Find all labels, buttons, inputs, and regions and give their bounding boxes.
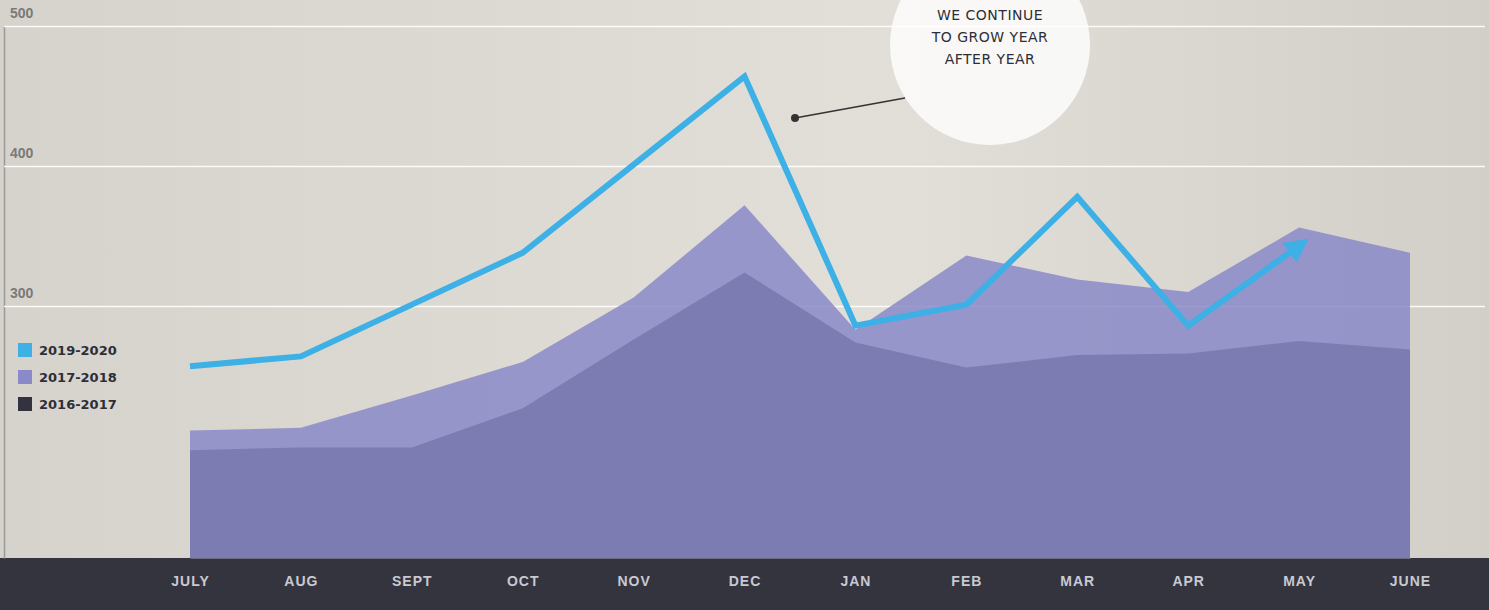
plot-marks (190, 76, 1410, 558)
annotation-line: WE CONTINUE (937, 7, 1043, 23)
y-tick-label: 400 (10, 145, 34, 161)
x-tick-label: AUG (284, 573, 318, 589)
x-tick-label: OCT (507, 573, 540, 589)
x-tick: NOV (617, 558, 650, 589)
x-tick-label: MAY (1283, 573, 1316, 589)
x-tick-label: DEC (729, 573, 762, 589)
legend-label: 2016-2017 (39, 397, 117, 412)
x-tick-label: APR (1172, 573, 1205, 589)
x-tick-label: NOV (617, 573, 650, 589)
x-tick-label: MAR (1060, 573, 1095, 589)
x-tick-label: SEPT (392, 573, 433, 589)
grid-line (4, 166, 1485, 168)
x-tick-label: FEB (951, 573, 982, 589)
annotation-line: TO GROW YEAR (931, 29, 1049, 45)
x-axis: JULY AUG SEPT OCT NOV DEC JAN FEB MAR APR MAY JUNE (171, 558, 1431, 589)
axis-band (0, 558, 1489, 610)
legend-item: 2017-2018 (18, 370, 117, 385)
x-tick: APR (1172, 558, 1205, 589)
x-tick: AUG (284, 558, 318, 589)
x-tick-label: JUNE (1390, 573, 1431, 589)
y-tick-label: 300 (10, 285, 34, 301)
legend-swatch (18, 397, 32, 411)
x-tick: JULY (171, 558, 210, 589)
annotation-dot (791, 114, 799, 122)
legend-label: 2019-2020 (39, 343, 117, 358)
legend-swatch (18, 343, 32, 357)
x-tick: FEB (951, 558, 982, 589)
legend: 2019-2020 2017-2018 2016-2017 (18, 343, 117, 412)
x-tick-label: JULY (171, 573, 210, 589)
annotation-bubble (890, 0, 1090, 145)
annotation: WE CONTINUE TO GROW YEAR AFTER YEAR (791, 0, 1090, 145)
x-tick-label: JAN (840, 573, 871, 589)
x-tick: DEC (729, 558, 762, 589)
x-tick: MAY (1283, 558, 1316, 589)
x-tick: MAR (1060, 558, 1095, 589)
chart: 300 400 500 JULY AUG SEPT OCT NOV DEC JAN FEB MAR AP… (0, 0, 1489, 610)
legend-swatch (18, 370, 32, 384)
y-tick: 500 (4, 5, 1485, 27)
x-tick: OCT (507, 558, 540, 589)
x-tick: JUNE (1390, 558, 1431, 589)
legend-item: 2016-2017 (18, 397, 117, 412)
y-axis-line (4, 27, 6, 559)
annotation-line: AFTER YEAR (945, 51, 1036, 67)
x-tick: SEPT (392, 558, 433, 589)
y-axis: 300 400 500 (4, 5, 1485, 559)
legend-item: 2019-2020 (18, 343, 117, 358)
y-tick: 400 (4, 145, 1485, 167)
x-axis-line (191, 558, 1411, 559)
x-tick: JAN (840, 558, 871, 589)
line-series (190, 76, 1299, 366)
annotation-leader (795, 98, 905, 118)
y-tick-label: 500 (10, 5, 34, 21)
grid-line (4, 26, 1485, 28)
background (0, 0, 1489, 610)
annotation-text: WE CONTINUE TO GROW YEAR AFTER YEAR (931, 7, 1049, 67)
legend-label: 2017-2018 (39, 370, 117, 385)
area-series (190, 205, 1410, 558)
